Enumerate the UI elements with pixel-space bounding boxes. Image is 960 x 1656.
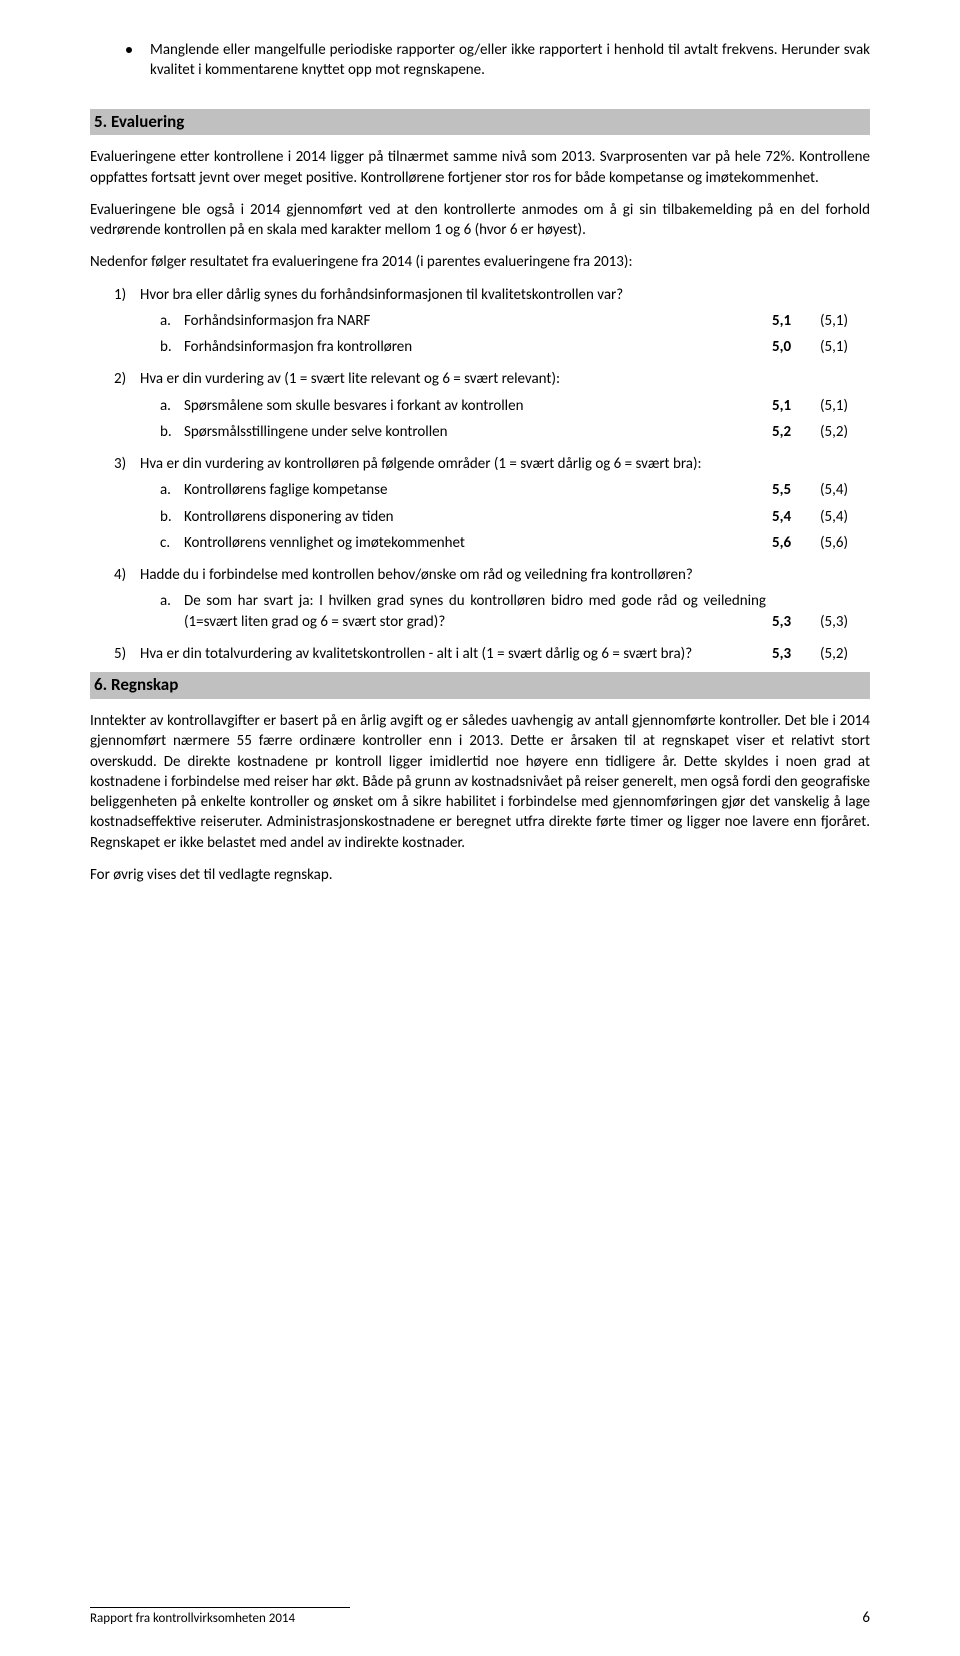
sub-item-marker: a.: [160, 311, 184, 331]
question-text: Hva er din vurdering av (1 = svært lite …: [140, 369, 870, 389]
score-previous: (5,1): [820, 337, 870, 357]
section-6-p2: For øvrig vises det til vedlagte regnska…: [90, 865, 870, 885]
score-value: 5,1: [772, 311, 820, 331]
sub-item-body: Spørsmålene som skulle besvares i forkan…: [184, 396, 870, 416]
score-value: 5,4: [772, 507, 820, 527]
score-row: Kontrollørens faglige kompetanse5,5(5,4): [184, 480, 870, 500]
footer-report-title: Rapport fra kontrollvirksomheten 2014: [90, 1610, 295, 1628]
score-previous: (5,2): [820, 422, 870, 442]
sub-item-label: Forhåndsinformasjon fra kontrolløren: [184, 337, 772, 357]
score-value: 5,3: [772, 612, 820, 632]
list-item: 5)Hva er din totalvurdering av kvalitets…: [114, 644, 870, 664]
sub-item-body: Forhåndsinformasjon fra kontrolløren5,0(…: [184, 337, 870, 357]
sub-item-marker: c.: [160, 533, 184, 553]
sub-item-label: Kontrollørens faglige kompetanse: [184, 480, 772, 500]
score-value: 5,5: [772, 480, 820, 500]
sub-item-marker: b.: [160, 422, 184, 442]
footer-rule: [90, 1607, 350, 1608]
question-text: Hva er din vurdering av kontrolløren på …: [140, 454, 870, 474]
top-bullet-text: Manglende eller mangelfulle periodiske r…: [150, 40, 870, 81]
section-5-p3: Nedenfor følger resultatet fra evaluerin…: [90, 252, 870, 272]
list-item-body: Hva er din vurdering av (1 = svært lite …: [140, 369, 870, 448]
sub-item-marker: b.: [160, 337, 184, 357]
sub-item-marker: a.: [160, 480, 184, 500]
score-value: 5,3: [772, 644, 820, 664]
score-row: Spørsmålsstillingene under selve kontrol…: [184, 422, 870, 442]
section-6-p1: Inntekter av kontrollavgifter er basert …: [90, 711, 870, 853]
list-item-body: Hvor bra eller dårlig synes du forhåndsi…: [140, 285, 870, 364]
score-row: Kontrollørens vennlighet og imøtekommenh…: [184, 533, 870, 553]
list-item-body: Hadde du i forbindelse med kontrollen be…: [140, 565, 870, 638]
score-value: 5,2: [772, 422, 820, 442]
list-item: 3)Hva er din vurdering av kontrolløren p…: [114, 454, 870, 559]
page-number: 6: [862, 1608, 870, 1628]
list-item-marker: 2): [114, 369, 140, 448]
evaluation-list: 1)Hvor bra eller dårlig synes du forhånd…: [114, 285, 870, 665]
section-5-p2: Evalueringene ble også i 2014 gjennomfør…: [90, 200, 870, 241]
sub-item-label: Forhåndsinformasjon fra NARF: [184, 311, 772, 331]
sub-item: a.Forhåndsinformasjon fra NARF5,1(5,1): [160, 311, 870, 331]
section-5-p1: Evalueringene etter kontrollene i 2014 l…: [90, 147, 870, 188]
score-previous: (5,4): [820, 507, 870, 527]
score-value: 5,1: [772, 396, 820, 416]
list-item-body: Hva er din vurdering av kontrolløren på …: [140, 454, 870, 559]
sub-item-body: Kontrollørens disponering av tiden5,4(5,…: [184, 507, 870, 527]
sub-item: a.De som har svart ja: I hvilken grad sy…: [160, 591, 870, 632]
section-5-heading: 5. Evaluering: [90, 109, 870, 136]
sub-item-marker: b.: [160, 507, 184, 527]
question-text: Hvor bra eller dårlig synes du forhåndsi…: [140, 285, 870, 305]
list-item: 4)Hadde du i forbindelse med kontrollen …: [114, 565, 870, 638]
score-row: Spørsmålene som skulle besvares i forkan…: [184, 396, 870, 416]
sub-item-body: De som har svart ja: I hvilken grad syne…: [184, 591, 870, 632]
sub-item-body: Spørsmålsstillingene under selve kontrol…: [184, 422, 870, 442]
sub-item-body: Kontrollørens vennlighet og imøtekommenh…: [184, 533, 870, 553]
bullet-icon: [126, 47, 132, 53]
sub-item: b.Kontrollørens disponering av tiden5,4(…: [160, 507, 870, 527]
list-item: 2)Hva er din vurdering av (1 = svært lit…: [114, 369, 870, 448]
score-value: 5,0: [772, 337, 820, 357]
score-previous: (5,3): [820, 612, 870, 632]
score-row: De som har svart ja: I hvilken grad syne…: [184, 591, 870, 632]
score-previous: (5,1): [820, 396, 870, 416]
sub-item: b.Spørsmålsstillingene under selve kontr…: [160, 422, 870, 442]
section-6-heading: 6. Regnskap: [90, 672, 870, 699]
sub-item-body: Kontrollørens faglige kompetanse5,5(5,4): [184, 480, 870, 500]
sub-item: b.Forhåndsinformasjon fra kontrolløren5,…: [160, 337, 870, 357]
score-previous: (5,4): [820, 480, 870, 500]
top-bullet-item: Manglende eller mangelfulle periodiske r…: [126, 40, 870, 81]
sub-item: a.Kontrollørens faglige kompetanse5,5(5,…: [160, 480, 870, 500]
list-item-marker: 3): [114, 454, 140, 559]
list-item-marker: 4): [114, 565, 140, 638]
question-text: Hva er din totalvurdering av kvalitetsko…: [140, 644, 772, 664]
question-with-inline-score: Hva er din totalvurdering av kvalitetsko…: [140, 644, 870, 664]
score-row: Forhåndsinformasjon fra NARF5,1(5,1): [184, 311, 870, 331]
score-previous: (5,6): [820, 533, 870, 553]
question-text: Hadde du i forbindelse med kontrollen be…: [140, 565, 870, 585]
sub-item-marker: a.: [160, 396, 184, 416]
sub-item-marker: a.: [160, 591, 184, 632]
sub-item: c.Kontrollørens vennlighet og imøtekomme…: [160, 533, 870, 553]
list-item-body: Hva er din totalvurdering av kvalitetsko…: [140, 644, 870, 664]
list-item: 1)Hvor bra eller dårlig synes du forhånd…: [114, 285, 870, 364]
sub-item-label: De som har svart ja: I hvilken grad syne…: [184, 591, 772, 632]
sub-item-label: Spørsmålsstillingene under selve kontrol…: [184, 422, 772, 442]
sub-item-body: Forhåndsinformasjon fra NARF5,1(5,1): [184, 311, 870, 331]
list-item-marker: 1): [114, 285, 140, 364]
score-previous: (5,1): [820, 311, 870, 331]
sub-item-label: Spørsmålene som skulle besvares i forkan…: [184, 396, 772, 416]
score-previous: (5,2): [820, 644, 870, 664]
score-value: 5,6: [772, 533, 820, 553]
list-item-marker: 5): [114, 644, 140, 664]
score-row: Forhåndsinformasjon fra kontrolløren5,0(…: [184, 337, 870, 357]
score-row: Kontrollørens disponering av tiden5,4(5,…: [184, 507, 870, 527]
sub-item: a.Spørsmålene som skulle besvares i fork…: [160, 396, 870, 416]
sub-item-label: Kontrollørens vennlighet og imøtekommenh…: [184, 533, 772, 553]
sub-item-label: Kontrollørens disponering av tiden: [184, 507, 772, 527]
